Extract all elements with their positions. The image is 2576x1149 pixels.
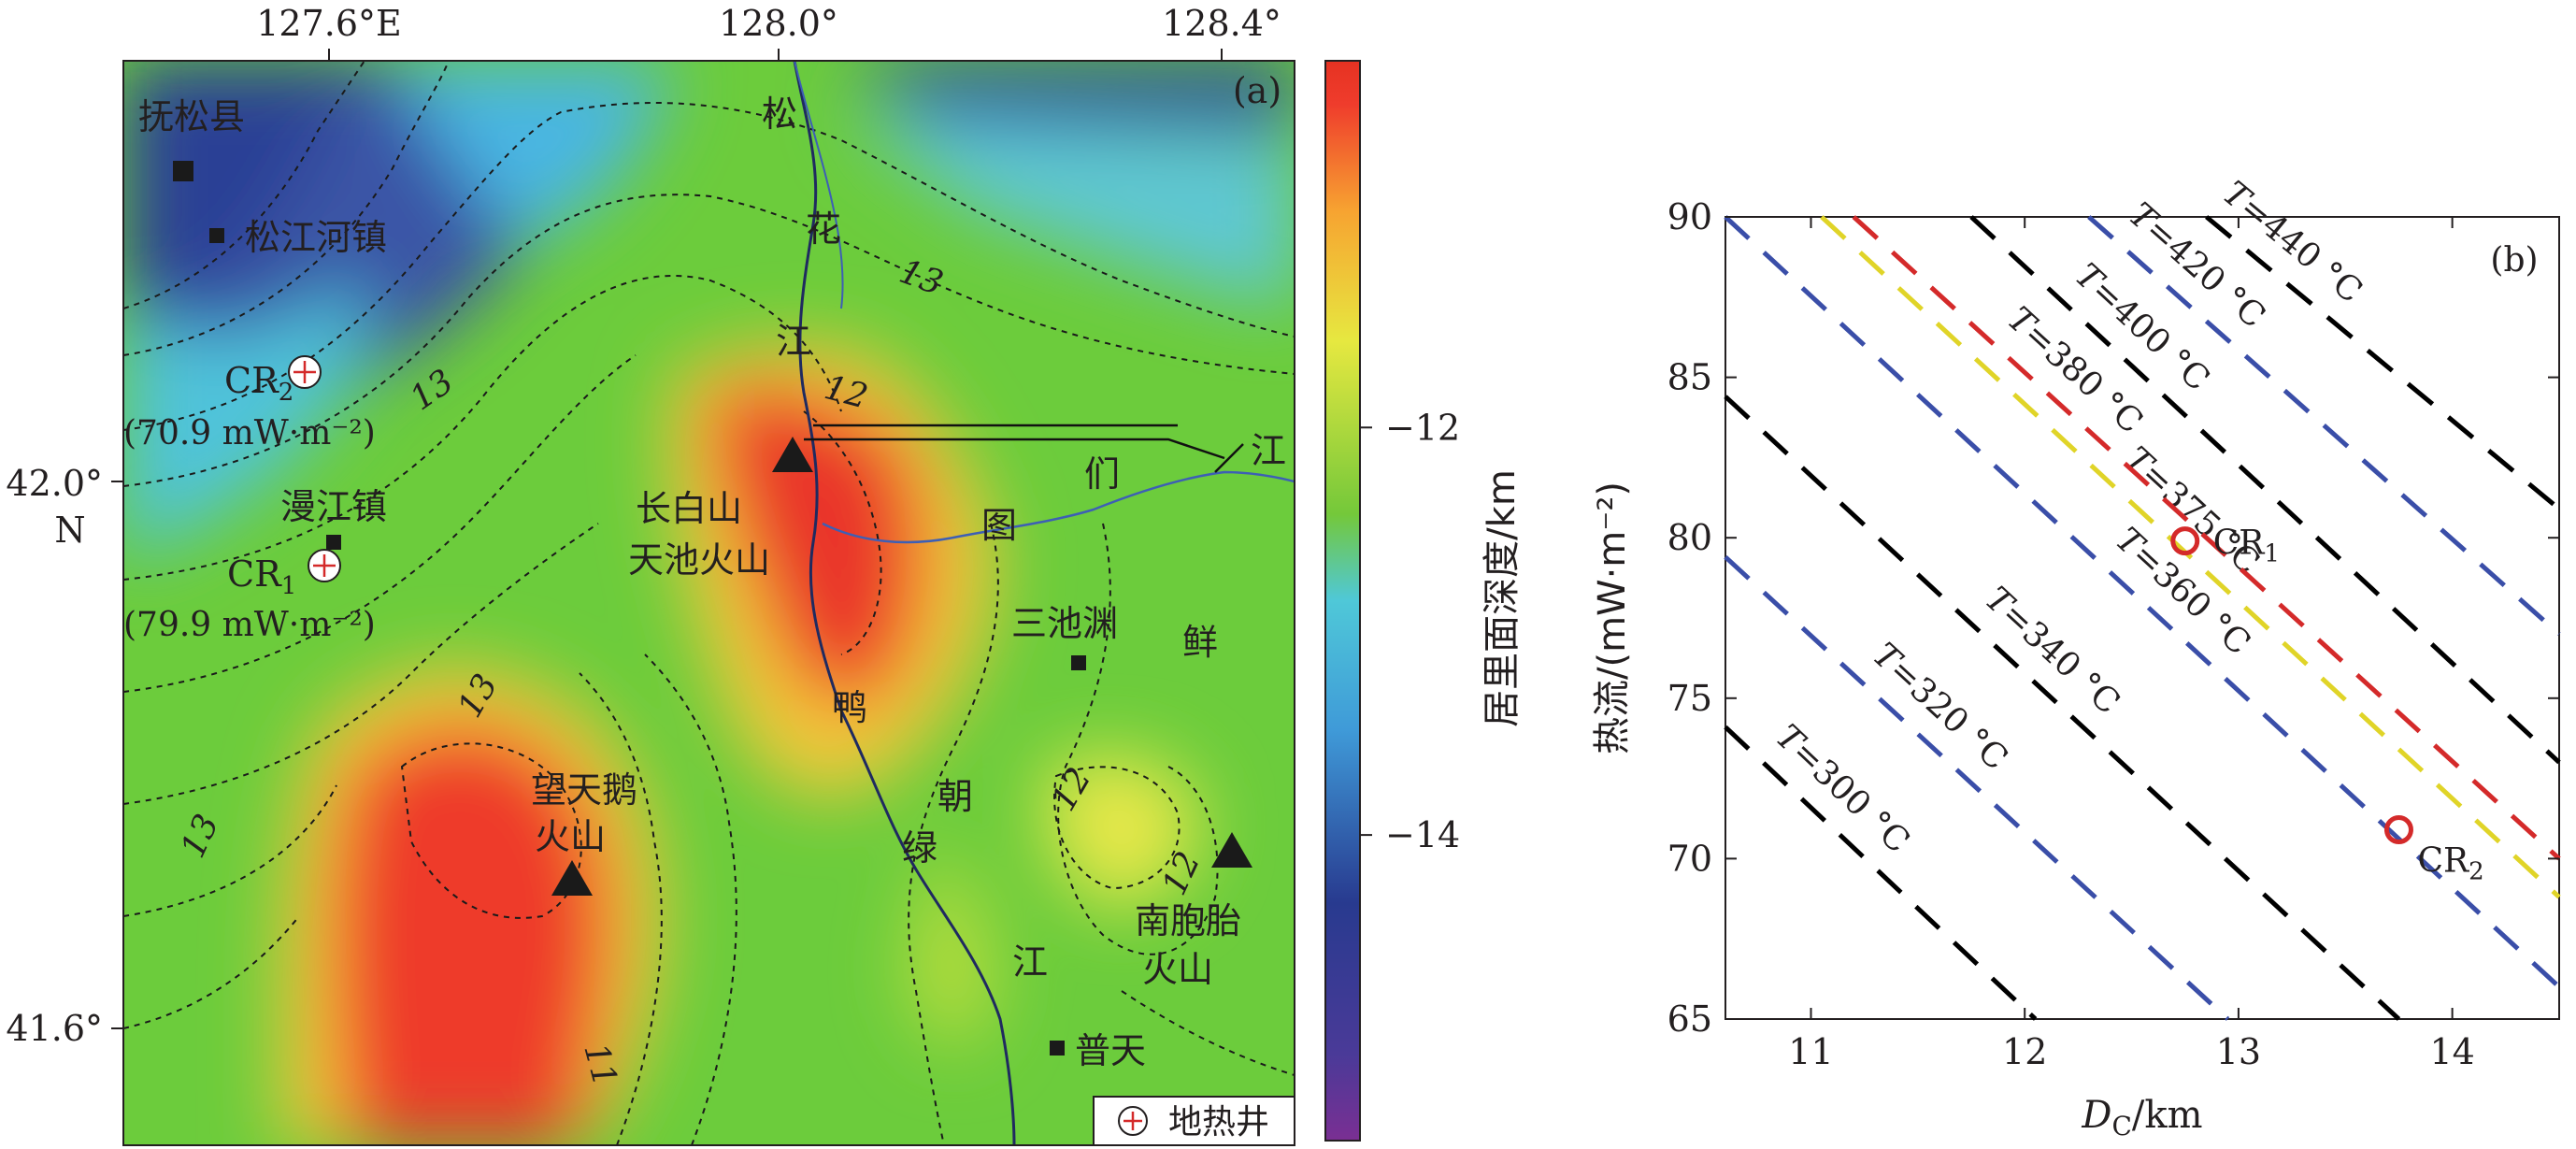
river-char: 绿 [902, 827, 937, 869]
well-label: CR2 [224, 360, 293, 407]
well-cr1-icon [308, 549, 341, 582]
lon-tick-label: 127.6°E [256, 3, 402, 44]
volcano-label: 望天鹅 [531, 769, 637, 811]
map-legend: 地热井 [1093, 1096, 1295, 1146]
place-label: 三池渊 [1011, 603, 1118, 644]
river-char: 松 [762, 93, 797, 135]
y-tick-label: 70 [1667, 838, 1712, 879]
y-tick-label: 85 [1667, 357, 1712, 398]
curie-depth-field [123, 61, 1295, 1145]
isotherm-line [1724, 725, 2038, 1021]
place-label: 抚松县 [138, 96, 245, 137]
isotherm-line [1724, 395, 2401, 1021]
volcano-label: 南胞胎 [1135, 900, 1241, 941]
river-char: 江 [1012, 941, 1048, 983]
river-labels: 松 花 江 图 们 江 鸭 朝 绿 鲜 江 [762, 93, 1286, 983]
river-char: 鸭 [832, 687, 867, 728]
colorbar-ticks: −12 −14 [1360, 407, 1460, 855]
chart-axis-ticks: 11 12 13 14 65 70 75 80 85 90 [1667, 196, 2559, 1072]
town-marker [209, 228, 224, 243]
map-panel: 127.6°E 128.0° 128.4° 42.0° N 41.6° (a) … [6, 3, 1524, 1146]
legend-label: 地热井 [1168, 1103, 1269, 1142]
y-tick-label: 65 [1667, 998, 1712, 1040]
well-point-marker [2383, 815, 2413, 845]
x-axis-label: DC/km [2081, 1094, 2202, 1142]
well-heat-flow: (70.9 mW·m⁻²) [123, 414, 376, 452]
river-char: 们 [1084, 453, 1120, 495]
isotherm-line [1852, 215, 2561, 861]
place-label: 普天 [1075, 1030, 1146, 1071]
place-label: 松江河镇 [245, 217, 387, 258]
volcano-label: 长白山 [636, 488, 742, 529]
well-cr2-icon [288, 355, 322, 389]
x-tick-label: 14 [2429, 1031, 2474, 1072]
well-points: CR1 CR2 [2170, 524, 2484, 886]
isotherm-line [2205, 215, 2561, 511]
x-tick-label: 13 [2216, 1031, 2261, 1072]
lon-tick-label: 128.0° [719, 3, 838, 44]
well-point-marker [2170, 526, 2200, 556]
y-tick-label: 80 [1667, 517, 1712, 558]
river-char: 鲜 [1182, 622, 1218, 663]
county-marker [173, 161, 193, 181]
panel-label-b: (b) [2490, 241, 2538, 280]
lat-tick-label-n: N [54, 510, 85, 551]
isotherm-line [1820, 215, 2561, 899]
colorbar: −12 −14 居里面深度/km [1324, 60, 1524, 1142]
y-tick-label: 75 [1667, 678, 1712, 719]
x-tick-label: 12 [2002, 1031, 2047, 1072]
volcano-icon [1211, 832, 1252, 868]
rivers [793, 61, 1295, 1145]
lat-tick-label: 42.0° [6, 463, 103, 504]
plot-frame [1724, 216, 2560, 1020]
chart-panel: T=300 °CT=320 °CT=340 °CT=360 °CT=375 °C… [1591, 174, 2561, 1142]
well-heat-flow: (79.9 mW·m⁻²) [123, 606, 376, 644]
well-point-label: CR1 [2213, 524, 2280, 568]
geothermal-well-icon [1118, 1106, 1148, 1136]
river-char: 江 [776, 321, 811, 362]
town-marker [1071, 655, 1086, 670]
river-char: 花 [806, 208, 841, 250]
border-line [804, 424, 1244, 473]
river-char: 江 [1251, 430, 1286, 471]
map-ticks [111, 49, 1223, 1029]
well-label: CR1 [227, 553, 296, 600]
contour-lines [123, 61, 1295, 1145]
volcano-label: 火山 [1142, 949, 1213, 990]
colorbar-tick-label: −12 [1385, 407, 1460, 448]
town-marker [1050, 1041, 1065, 1056]
y-axis-label: 热流/(mW·m⁻²) [1591, 481, 1634, 754]
well-point-label: CR2 [2417, 842, 2483, 886]
x-tick-label: 11 [1788, 1031, 1833, 1072]
isotherm-line [1969, 215, 2561, 765]
volcano-label: 火山 [535, 816, 606, 857]
isotherm-line [1724, 554, 2230, 1021]
y-tick-label: 90 [1667, 196, 1712, 237]
river-char: 朝 [937, 776, 973, 817]
volcano-icon [551, 860, 593, 896]
lon-tick-label: 128.4° [1162, 3, 1281, 44]
panel-label-a: (a) [1233, 70, 1281, 111]
place-label: 漫江镇 [280, 486, 387, 527]
map-frame [122, 60, 1295, 1146]
volcano-label: 天池火山 [628, 539, 770, 581]
isotherm-line [1724, 215, 2561, 989]
isotherm-line [2087, 215, 2561, 637]
lat-tick-label: 41.6° [6, 1008, 103, 1049]
colorbar-tick-label: −14 [1385, 814, 1460, 855]
river-char: 图 [981, 505, 1017, 546]
volcano-icon [772, 437, 813, 472]
town-marker [326, 535, 341, 550]
colorbar-label: 居里面深度/km [1481, 469, 1524, 727]
